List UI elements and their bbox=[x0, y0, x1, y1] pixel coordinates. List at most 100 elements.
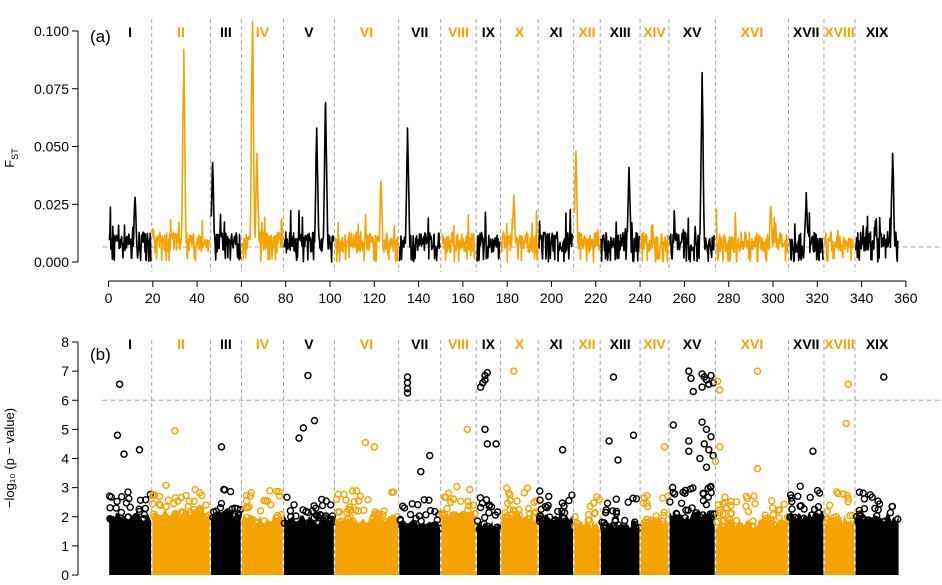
pvalue-point bbox=[786, 491, 795, 499]
pvalue-point bbox=[469, 501, 477, 509]
pvalue-bulk-I bbox=[109, 512, 151, 575]
panel-b-y-tick-label: 6 bbox=[61, 392, 69, 408]
pvalue-bulk-VIII bbox=[441, 509, 476, 575]
pvalue-point bbox=[124, 488, 132, 496]
pvalue-point bbox=[190, 512, 198, 521]
pvalue-outlier-point bbox=[702, 425, 711, 434]
panel-b-y-axis-title: −log₁₀ (p − value) bbox=[2, 408, 17, 508]
pvalue-outlier-point bbox=[707, 371, 715, 380]
pvalue-point bbox=[677, 499, 686, 507]
pvalue-point bbox=[791, 513, 799, 522]
pvalue-outlier-point bbox=[370, 443, 379, 451]
pvalue-point bbox=[800, 505, 808, 513]
pvalue-points-XI bbox=[535, 487, 576, 575]
chromosome-label-IX: IX bbox=[482, 336, 496, 352]
pvalue-point bbox=[545, 513, 554, 521]
pvalue-point bbox=[141, 504, 150, 513]
panel-a-x-tick-label: 60 bbox=[234, 290, 250, 306]
pvalue-bulk-XIX bbox=[855, 513, 899, 575]
pvalue-point bbox=[806, 493, 814, 502]
pvalue-point bbox=[466, 512, 474, 521]
panel-b-label: (b) bbox=[90, 345, 111, 364]
pvalue-point bbox=[684, 506, 692, 514]
pvalue-point bbox=[825, 501, 834, 509]
pvalue-outlier-point bbox=[702, 463, 711, 471]
pvalue-point bbox=[530, 509, 538, 517]
pvalue-point bbox=[162, 481, 170, 489]
pvalue-point bbox=[874, 506, 882, 514]
panel-a-x-tick-label: 20 bbox=[145, 290, 161, 306]
panel-b-y-tick-label: 2 bbox=[61, 509, 69, 525]
pvalue-point bbox=[155, 492, 164, 501]
panel-a-y-axis: 0.000 0.025 0.050 0.075 0.100 bbox=[34, 23, 79, 270]
panel-a-x-tick-label: 200 bbox=[540, 290, 564, 306]
panel-a-x-tick-label: 280 bbox=[717, 290, 741, 306]
pvalue-point bbox=[766, 515, 774, 523]
pvalue-point bbox=[459, 511, 467, 519]
panel-a-x-tick-label: 80 bbox=[278, 290, 294, 306]
chromosome-label-XIV: XIV bbox=[643, 24, 666, 40]
pvalue-point bbox=[273, 511, 282, 520]
pvalue-outlier-point bbox=[753, 367, 762, 375]
pvalue-point bbox=[476, 503, 485, 512]
pvalue-outlier-point bbox=[700, 440, 709, 448]
pvalue-point bbox=[485, 509, 493, 517]
panel-a-label: (a) bbox=[90, 27, 111, 46]
pvalue-point bbox=[736, 521, 744, 530]
pvalue-point bbox=[815, 489, 824, 497]
panel-a-y-tick-label: 0.075 bbox=[34, 81, 69, 97]
pvalue-point bbox=[515, 506, 523, 514]
pvalue-point bbox=[424, 523, 432, 531]
pvalue-point bbox=[786, 513, 794, 521]
pvalue-point bbox=[651, 520, 659, 528]
pvalue-point bbox=[669, 483, 677, 492]
chromosome-label-XIII: XIII bbox=[610, 24, 631, 40]
pvalue-outlier-point bbox=[698, 418, 706, 426]
fst-series-XIX bbox=[855, 152, 899, 263]
pvalue-point bbox=[439, 511, 447, 519]
pvalue-point bbox=[271, 519, 279, 527]
panel-b-y-tick-label: 5 bbox=[61, 421, 69, 437]
chromosome-label-III: III bbox=[220, 336, 232, 352]
chromosome-label-IV: IV bbox=[256, 24, 270, 40]
pvalue-bulk-XIII bbox=[600, 520, 640, 575]
pvalue-outlier-point bbox=[558, 446, 567, 454]
panel-a-x-tick-label: 240 bbox=[628, 290, 652, 306]
pvalue-point bbox=[855, 506, 864, 515]
pvalue-point bbox=[375, 510, 383, 518]
pvalue-point bbox=[162, 503, 170, 511]
pvalue-point bbox=[822, 519, 830, 527]
pvalue-point bbox=[758, 519, 766, 527]
pvalue-point bbox=[253, 518, 261, 527]
pvalue-point bbox=[732, 516, 741, 525]
pvalue-point bbox=[406, 510, 415, 519]
pvalue-point bbox=[530, 498, 538, 507]
pvalue-point bbox=[854, 518, 862, 526]
pvalue-outlier-point bbox=[705, 380, 713, 388]
chromosome-label-I: I bbox=[128, 336, 132, 352]
pvalue-point bbox=[846, 511, 854, 520]
pvalue-point bbox=[184, 502, 193, 510]
pvalue-point bbox=[719, 510, 727, 518]
pvalue-point bbox=[312, 504, 320, 512]
chromosome-label-XIV: XIV bbox=[643, 336, 666, 352]
pvalue-point bbox=[641, 518, 650, 526]
panel-a-x-tick-label: 100 bbox=[318, 290, 342, 306]
pvalue-point bbox=[603, 499, 612, 507]
pvalue-point bbox=[860, 495, 869, 503]
pvalue-point bbox=[312, 511, 320, 519]
panel-a-fst: (a) I II III IV V VI VII VIII IX X XI XII XIII XIV XV X… bbox=[2, 19, 940, 306]
pvalue-point bbox=[475, 525, 483, 533]
panel-a-chromosome-dividers bbox=[151, 19, 856, 272]
pvalue-outlier-point bbox=[481, 425, 489, 434]
pvalue-point bbox=[179, 509, 187, 517]
pvalue-point bbox=[745, 523, 753, 531]
pvalue-point bbox=[727, 510, 735, 518]
pvalue-point bbox=[622, 524, 630, 532]
pvalue-point bbox=[611, 516, 620, 524]
pvalue-point bbox=[126, 503, 134, 511]
pvalue-outlier-point bbox=[716, 386, 724, 394]
pvalue-point bbox=[350, 498, 358, 506]
pvalue-point bbox=[328, 512, 337, 520]
pvalue-point bbox=[233, 514, 242, 522]
